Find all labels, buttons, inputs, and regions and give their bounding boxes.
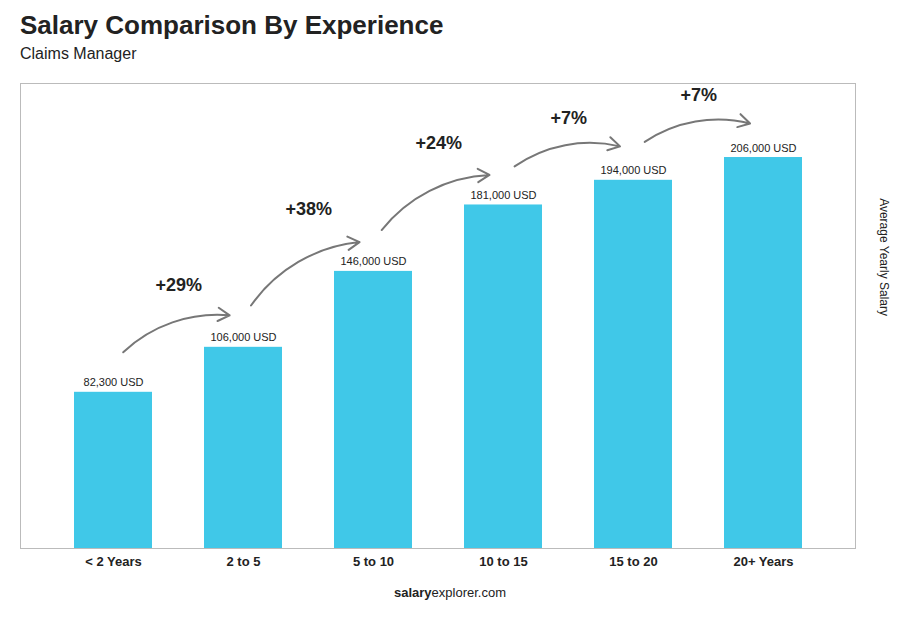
svg-text:194,000 USD: 194,000 USD — [600, 164, 666, 176]
html-text:salary explorer.com: salary explorer.com — [394, 585, 506, 600]
svg-text:206,000 USD: 206,000 USD — [730, 142, 796, 154]
svg-text:+38%: +38% — [285, 199, 332, 219]
svg-text:5 to 10: 5 to 10 — [353, 554, 394, 569]
svg-text:+7%: +7% — [550, 108, 587, 128]
html-text:Claims Manager: Claims Manager — [20, 45, 137, 62]
svg-text:181,000 USD: 181,000 USD — [470, 189, 536, 201]
svg-text:+7%: +7% — [680, 85, 717, 105]
html-text:Salary Comparison By Experienc: Salary Comparison By Experience — [20, 10, 444, 40]
svg-text:+29%: +29% — [155, 275, 202, 295]
svg-text:20+ Years: 20+ Years — [733, 554, 793, 569]
svg-text:Average Yearly Salary: Average Yearly Salary — [877, 198, 891, 316]
svg-text:15 to 20: 15 to 20 — [609, 554, 657, 569]
svg-text:82,300 USD: 82,300 USD — [84, 376, 144, 388]
svg-text:106,000 USD: 106,000 USD — [210, 331, 276, 343]
svg-text:146,000 USD: 146,000 USD — [340, 255, 406, 267]
svg-text:2 to 5: 2 to 5 — [227, 554, 261, 569]
svg-text:< 2 Years: < 2 Years — [85, 554, 142, 569]
svg-text:10 to 15: 10 to 15 — [479, 554, 527, 569]
svg-text:+24%: +24% — [415, 133, 462, 153]
